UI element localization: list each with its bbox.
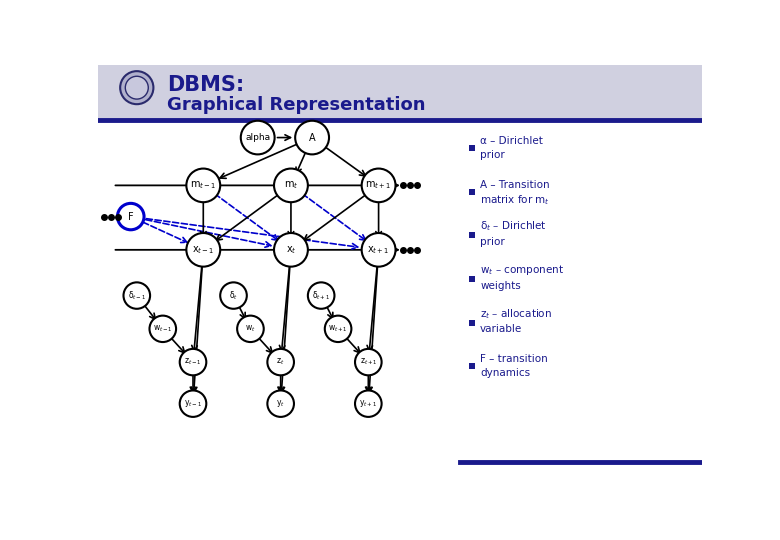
Bar [470,232,475,238]
Ellipse shape [362,233,395,267]
Text: A – Transition: A – Transition [480,180,550,190]
Text: prior: prior [480,237,505,247]
Text: δ$_t$ – Dirichlet: δ$_t$ – Dirichlet [480,220,547,233]
Text: A: A [309,132,315,143]
Text: δ$_t$: δ$_t$ [229,289,238,302]
Ellipse shape [268,349,294,375]
Ellipse shape [324,315,351,342]
Ellipse shape [295,121,329,154]
Text: z$_t$: z$_t$ [276,357,285,367]
Ellipse shape [123,282,150,309]
Text: δ$_{t-1}$: δ$_{t-1}$ [128,289,146,302]
Text: DBMS:: DBMS: [167,75,244,95]
Ellipse shape [355,349,381,375]
Ellipse shape [362,168,395,202]
Ellipse shape [118,204,144,230]
Text: weights: weights [480,281,521,291]
FancyBboxPatch shape [98,65,702,119]
Text: δ$_{t+1}$: δ$_{t+1}$ [312,289,330,302]
Text: Graphical Representation: Graphical Representation [167,96,426,114]
Ellipse shape [126,76,148,99]
Text: w$_t$: w$_t$ [245,323,256,334]
Ellipse shape [268,390,294,417]
Bar [470,188,475,194]
Text: F: F [128,212,133,221]
Ellipse shape [220,282,246,309]
Ellipse shape [355,390,381,417]
Text: z$_t$ – allocation: z$_t$ – allocation [480,307,552,321]
Text: w$_t$ – component: w$_t$ – component [480,263,564,277]
Text: F – transition: F – transition [480,354,548,364]
Ellipse shape [179,349,206,375]
Ellipse shape [179,390,206,417]
Text: α – Dirichlet: α – Dirichlet [480,136,543,146]
Ellipse shape [186,168,220,202]
Ellipse shape [308,282,335,309]
Text: prior: prior [480,150,505,160]
Bar [470,320,475,326]
Ellipse shape [274,233,308,267]
Text: y$_t$: y$_t$ [276,398,285,409]
Text: m$_{t+1}$: m$_{t+1}$ [366,179,392,191]
Text: w$_{t+1}$: w$_{t+1}$ [328,323,348,334]
Ellipse shape [274,168,308,202]
Text: matrix for m$_t$: matrix for m$_t$ [480,193,550,207]
Ellipse shape [241,121,275,154]
Text: m$_t$: m$_t$ [284,179,298,191]
Ellipse shape [150,315,176,342]
Bar [470,145,475,151]
Bar [470,276,475,282]
Text: x$_{t+1}$: x$_{t+1}$ [367,244,390,256]
Bar [470,363,475,369]
Text: z$_{t+1}$: z$_{t+1}$ [360,357,377,367]
Text: x$_t$: x$_t$ [285,244,296,256]
Text: variable: variable [480,325,523,334]
Ellipse shape [237,315,264,342]
Text: alpha: alpha [245,133,270,142]
Text: y$_{t+1}$: y$_{t+1}$ [360,398,378,409]
Ellipse shape [186,233,220,267]
Text: y$_{t-1}$: y$_{t-1}$ [184,398,202,409]
Ellipse shape [120,71,154,104]
Text: w$_{t-1}$: w$_{t-1}$ [153,323,172,334]
Text: z$_{t-1}$: z$_{t-1}$ [184,357,202,367]
Text: m$_{t-1}$: m$_{t-1}$ [190,179,216,191]
Text: x$_{t-1}$: x$_{t-1}$ [192,244,214,256]
Text: dynamics: dynamics [480,368,530,378]
